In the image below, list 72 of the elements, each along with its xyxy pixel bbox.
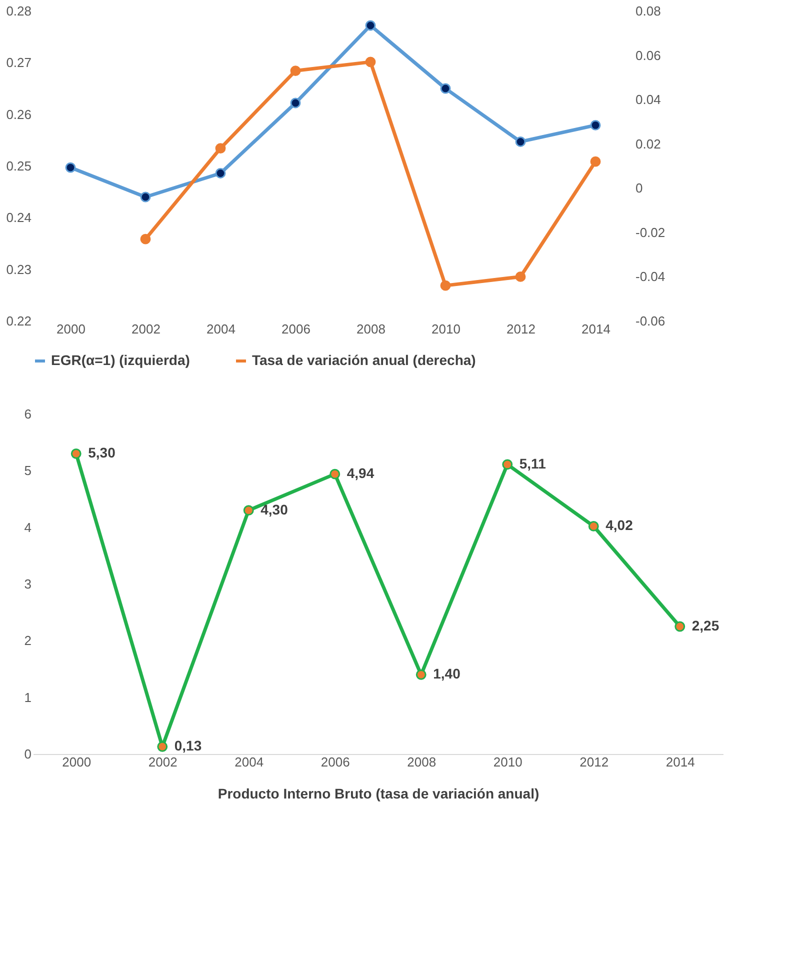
data-label: 4,30 bbox=[260, 501, 288, 518]
y-tick-label: 3 bbox=[24, 576, 32, 592]
point bbox=[215, 143, 226, 154]
y2-tick-label: 0.04 bbox=[636, 92, 661, 108]
y2-tick-label: -0.06 bbox=[636, 314, 666, 328]
x-tick-label: 2000 bbox=[62, 754, 92, 770]
y2-tick-label: 0.06 bbox=[636, 48, 661, 63]
point bbox=[440, 280, 451, 291]
y-tick-label: 0 bbox=[24, 746, 32, 762]
point bbox=[590, 156, 601, 167]
y-tick-label: 0.28 bbox=[6, 4, 32, 18]
x-tick-label: 2008 bbox=[407, 754, 436, 770]
point bbox=[365, 20, 376, 31]
y-tick-label: 0.25 bbox=[6, 158, 32, 174]
point bbox=[588, 520, 599, 532]
y-tick-label: 6 bbox=[24, 406, 32, 422]
y2-tick-label: 0.02 bbox=[636, 136, 661, 152]
point bbox=[590, 120, 601, 130]
x-tick-label: 2014 bbox=[582, 322, 610, 336]
data-label: 5,30 bbox=[88, 444, 116, 461]
point bbox=[290, 66, 301, 76]
y-tick-label: 1 bbox=[24, 690, 32, 705]
y-tick-label: 0.27 bbox=[6, 55, 32, 70]
point bbox=[416, 669, 426, 680]
x-tick-label: 2006 bbox=[320, 754, 350, 770]
x-tick-label: 2006 bbox=[282, 322, 310, 336]
x-tick-label: 2004 bbox=[206, 322, 236, 336]
y2-tick-label: 0.08 bbox=[636, 4, 661, 18]
x-tick-label: 2000 bbox=[56, 322, 86, 336]
point bbox=[65, 162, 76, 173]
point bbox=[140, 192, 151, 202]
data-label: 0,13 bbox=[174, 738, 202, 754]
point bbox=[502, 459, 513, 470]
point bbox=[70, 448, 82, 459]
y2-tick-label: -0.04 bbox=[636, 269, 666, 284]
y-tick-label: 0.23 bbox=[6, 262, 32, 277]
y-tick-label: 5 bbox=[24, 463, 32, 478]
legend-label: EGR(α=1) (izquierda) bbox=[51, 352, 190, 368]
y-tick-label: 0.22 bbox=[6, 314, 32, 328]
data-label: 1,40 bbox=[433, 666, 461, 682]
point bbox=[215, 168, 226, 178]
point bbox=[365, 56, 376, 68]
y2-tick-label: 0 bbox=[636, 180, 643, 196]
y-tick-label: 2 bbox=[24, 633, 32, 648]
point bbox=[515, 272, 526, 282]
y-tick-label: 4 bbox=[24, 520, 32, 535]
x-tick-label: 2008 bbox=[356, 322, 386, 336]
point bbox=[674, 621, 686, 632]
point bbox=[440, 83, 451, 94]
point bbox=[140, 234, 151, 244]
x-tick-label: 2002 bbox=[132, 322, 160, 336]
data-label: 5,11 bbox=[519, 455, 546, 472]
x-tick-label: 2010 bbox=[432, 322, 460, 336]
x-tick-label: 2004 bbox=[234, 754, 264, 770]
y-tick-label: 0.26 bbox=[6, 106, 32, 122]
x-axis-title: Producto Interno Bruto (tasa de variación anual) bbox=[218, 786, 540, 802]
legend-label: Tasa de variación anual (derecha) bbox=[252, 352, 476, 368]
x-tick-label: 2012 bbox=[580, 754, 609, 770]
point bbox=[243, 505, 254, 516]
point bbox=[515, 136, 526, 147]
point bbox=[157, 741, 168, 752]
x-tick-label: 2002 bbox=[148, 754, 178, 770]
x-tick-label: 2014 bbox=[666, 754, 695, 770]
y-tick-label: 0.24 bbox=[6, 210, 32, 226]
data-label: 2,25 bbox=[692, 618, 720, 634]
data-label: 4,02 bbox=[606, 517, 634, 534]
x-tick-label: 2012 bbox=[506, 322, 536, 336]
x-tick-label: 2010 bbox=[493, 754, 522, 770]
y2-tick-label: -0.02 bbox=[636, 224, 666, 240]
point bbox=[290, 98, 301, 108]
data-label: 4,94 bbox=[346, 465, 374, 482]
point bbox=[330, 468, 340, 480]
